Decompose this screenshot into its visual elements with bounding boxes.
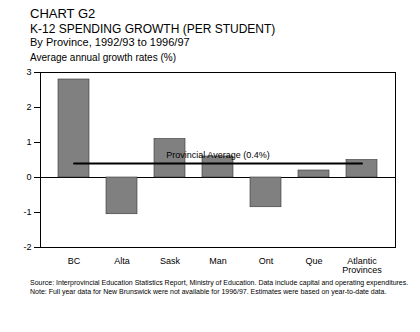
svg-text:2: 2 [26, 103, 31, 113]
svg-text:-1: -1 [23, 208, 31, 218]
svg-text:Alta: Alta [114, 256, 130, 266]
svg-text:Man: Man [209, 256, 227, 266]
html-text:Source: Interprovincial Educat: Source: Interprovincial Education Statis… [30, 279, 409, 287]
svg-text:Provincial Average (0.4%): Provincial Average (0.4%) [166, 151, 269, 161]
svg-text:Ont: Ont [259, 256, 274, 266]
html-text:Note: Full year data for New B: Note: Full year data for New Brunswick w… [30, 287, 387, 295]
svg-text:3: 3 [26, 68, 31, 78]
svg-text:0: 0 [26, 173, 31, 183]
svg-text:Que: Que [305, 256, 322, 266]
svg-text:AtlanticProvinces: AtlanticProvinces [342, 256, 382, 275]
html-text:K-12 SPENDING GROWTH (PER STUD: K-12 SPENDING GROWTH (PER STUDENT) [30, 21, 276, 36]
html-text:By Province, 1992/93 to 1996/9: By Province, 1992/93 to 1996/97 [30, 36, 190, 48]
svg-text:BC: BC [68, 256, 81, 266]
svg-text:-2: -2 [23, 243, 31, 253]
svg-text:1: 1 [26, 138, 31, 148]
html-text:CHART G2: CHART G2 [30, 6, 96, 21]
html-text:Average annual growth rates (%: Average annual growth rates (%) [30, 52, 176, 64]
svg-text:Sask: Sask [160, 256, 181, 266]
